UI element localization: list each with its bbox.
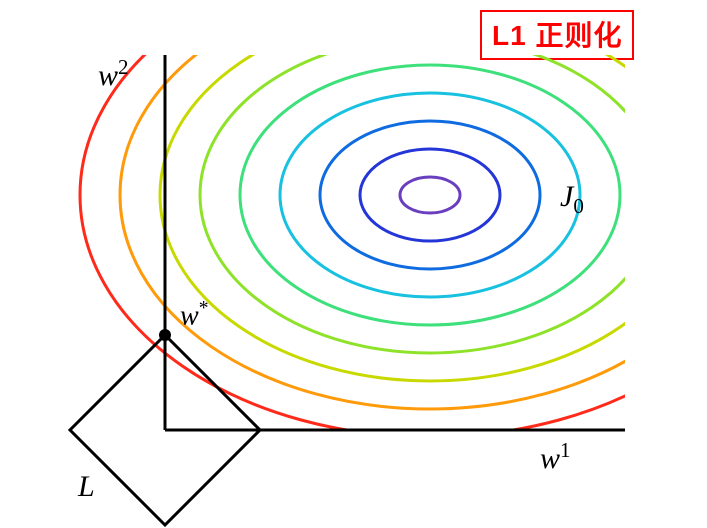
w-star-point xyxy=(159,329,171,341)
j0-label-base: J xyxy=(560,180,573,213)
w-star-label: w* xyxy=(180,298,208,332)
w-star-label-sup: * xyxy=(199,298,209,319)
l1-norm-label: L xyxy=(78,470,95,504)
j0-label: J0 xyxy=(560,180,584,219)
j0-label-sub: 0 xyxy=(573,194,584,218)
y-axis-label-sup: 2 xyxy=(118,55,129,79)
x-axis-label-base: w xyxy=(540,442,560,475)
diagram-stage: L1 正则化 w1 w2 w* L J0 xyxy=(0,0,707,528)
loss-contours xyxy=(80,0,707,437)
w-star-label-base: w xyxy=(180,300,199,331)
y-axis-label: w2 xyxy=(98,55,129,93)
x-axis-label-sup: 1 xyxy=(560,438,571,462)
x-axis-label: w1 xyxy=(540,438,571,476)
y-axis-label-base: w xyxy=(98,59,118,92)
